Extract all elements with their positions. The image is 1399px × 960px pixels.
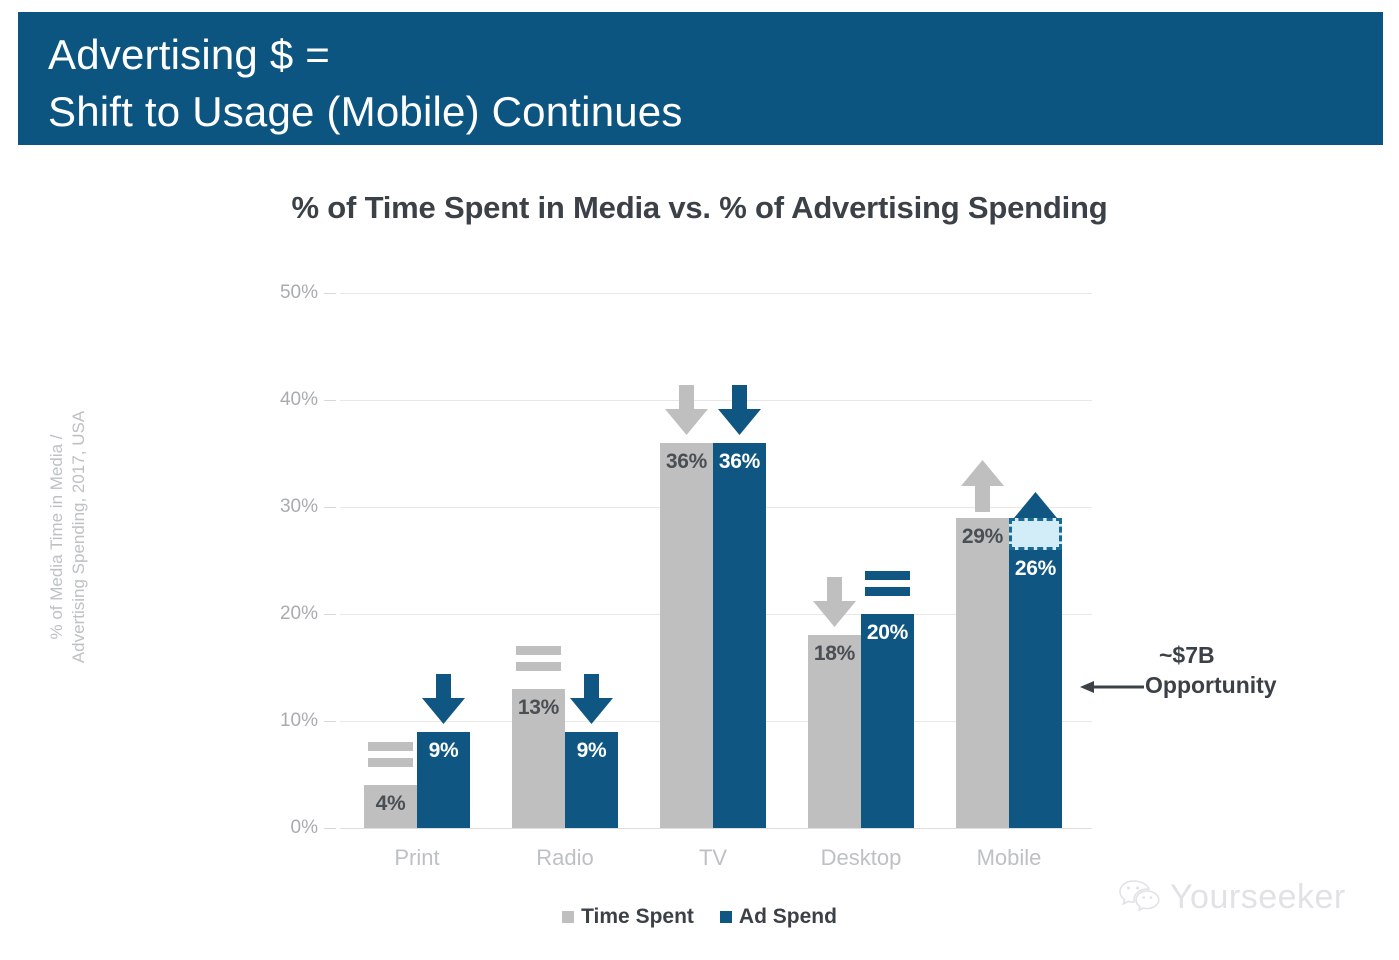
- bar-group-radio: 13% 9% Radio: [500, 293, 630, 870]
- opportunity-amount: ~$7B: [1159, 642, 1215, 668]
- bar-radio-time-spent: 13%: [512, 688, 565, 828]
- legend-label: Ad Spend: [738, 905, 837, 928]
- legend-swatch: [562, 911, 575, 923]
- down-arrow-icon: [660, 383, 713, 439]
- gridline: [340, 400, 1092, 401]
- bar-group-tv: 36% 36% TV: [648, 293, 778, 870]
- bar-print-ad-spend: 9%: [417, 731, 470, 828]
- bar-mobile-ad-spend: 26%: [1009, 549, 1062, 828]
- opportunity-pointer-arrow-icon: [1078, 678, 1144, 696]
- legend-item-ad-spend[interactable]: Ad Spend: [719, 905, 837, 929]
- equals-icon: [861, 554, 914, 610]
- legend-label: Time Spent: [581, 905, 694, 928]
- bar-value-label: 4%: [375, 792, 406, 816]
- y-axis-title-line-1: % of Media Time in Media /: [47, 434, 66, 640]
- bar-value-label: 26%: [1014, 556, 1057, 580]
- plot-area: 0% 10% 20% 30% 40% 50% 4% 9% Print 13% 9% Radio 36%…: [280, 282, 1092, 870]
- bar-value-label: 13%: [517, 695, 560, 719]
- bar-tv-time-spent: 36%: [660, 442, 713, 828]
- bar-value-label: 9%: [576, 738, 607, 762]
- down-arrow-icon: [565, 672, 618, 728]
- bar-tv-ad-spend: 36%: [713, 442, 766, 828]
- bar-group-mobile: 29% 26% Mobile: [944, 293, 1074, 870]
- y-axis-tick-mark: [324, 507, 336, 508]
- legend-swatch: [719, 911, 732, 923]
- header-title-line-2: Shift to Usage (Mobile) Continues: [48, 88, 683, 135]
- down-arrow-icon: [713, 383, 766, 439]
- y-axis-tick-mark: [324, 293, 336, 294]
- opportunity-highlight-box: [1009, 517, 1062, 550]
- equals-icon: [364, 725, 417, 781]
- bar-value-label: 36%: [665, 449, 708, 473]
- down-arrow-icon: [808, 575, 861, 631]
- chart-legend: Time Spent Ad Spend: [0, 905, 1399, 929]
- bar-value-label: 18%: [813, 642, 856, 666]
- y-axis-tick-label: 50%: [279, 282, 318, 303]
- x-axis-category-label-mobile: Mobile: [976, 845, 1042, 870]
- y-axis-tick-label: 10%: [279, 710, 318, 731]
- y-axis-title: % of Media Time in Media / Advertising S…: [46, 372, 90, 702]
- y-axis-tick-label: 30%: [279, 496, 318, 517]
- bar-mobile-time-spent: 29%: [956, 517, 1009, 828]
- up-arrow-icon: [956, 458, 1009, 514]
- bar-value-label: 20%: [866, 621, 909, 644]
- gridline: [340, 828, 1092, 829]
- y-axis-tick-mark: [324, 828, 336, 829]
- bar-desktop-ad-spend: 20%: [861, 614, 914, 828]
- watermark: Yourseeker: [1118, 878, 1346, 917]
- x-axis-category-label-radio: Radio: [536, 845, 594, 870]
- y-axis-tick-label: 40%: [279, 389, 318, 410]
- bar-group-desktop: 18% 20% Desktop: [796, 293, 926, 870]
- legend-item-time-spent[interactable]: Time Spent: [562, 905, 694, 929]
- chart-area: % of Time Spent in Media vs. % of Advert…: [0, 145, 1399, 960]
- y-axis-tick-mark: [324, 614, 336, 615]
- bar-desktop-time-spent: 18%: [808, 635, 861, 828]
- bar-print-time-spent: 4%: [364, 785, 417, 828]
- opportunity-label: Opportunity: [1145, 672, 1277, 698]
- bar-value-label: 36%: [718, 449, 761, 473]
- header-title-line-1: Advertising $ =: [48, 31, 330, 78]
- bar-value-label: 29%: [961, 524, 1004, 548]
- bar-group-print: 4% 9% Print: [352, 293, 482, 870]
- bar-radio-ad-spend: 9%: [565, 731, 618, 828]
- y-axis-tick-label: 20%: [279, 603, 318, 624]
- y-axis-title-line-2: Advertising Spending, 2017, USA: [69, 410, 88, 664]
- y-axis-tick-mark: [324, 400, 336, 401]
- header-banner: Advertising $ = Shift to Usage (Mobile) …: [18, 12, 1383, 145]
- down-arrow-icon: [417, 672, 470, 728]
- bar-value-label: 9%: [428, 738, 459, 762]
- equals-icon: [512, 629, 565, 685]
- x-axis-category-label-tv: TV: [698, 845, 728, 870]
- y-axis-tick-label: 0%: [290, 817, 318, 838]
- y-axis-tick-mark: [324, 721, 336, 722]
- x-axis-category-label-desktop: Desktop: [820, 845, 902, 870]
- x-axis-category-label-print: Print: [394, 845, 440, 870]
- watermark-text: Yourseeker: [1170, 878, 1346, 916]
- opportunity-annotation: ~$7B Opportunity: [1145, 640, 1385, 700]
- wechat-icon: [1118, 878, 1160, 917]
- gridline: [340, 293, 1092, 294]
- chart-title: % of Time Spent in Media vs. % of Advert…: [291, 190, 1108, 225]
